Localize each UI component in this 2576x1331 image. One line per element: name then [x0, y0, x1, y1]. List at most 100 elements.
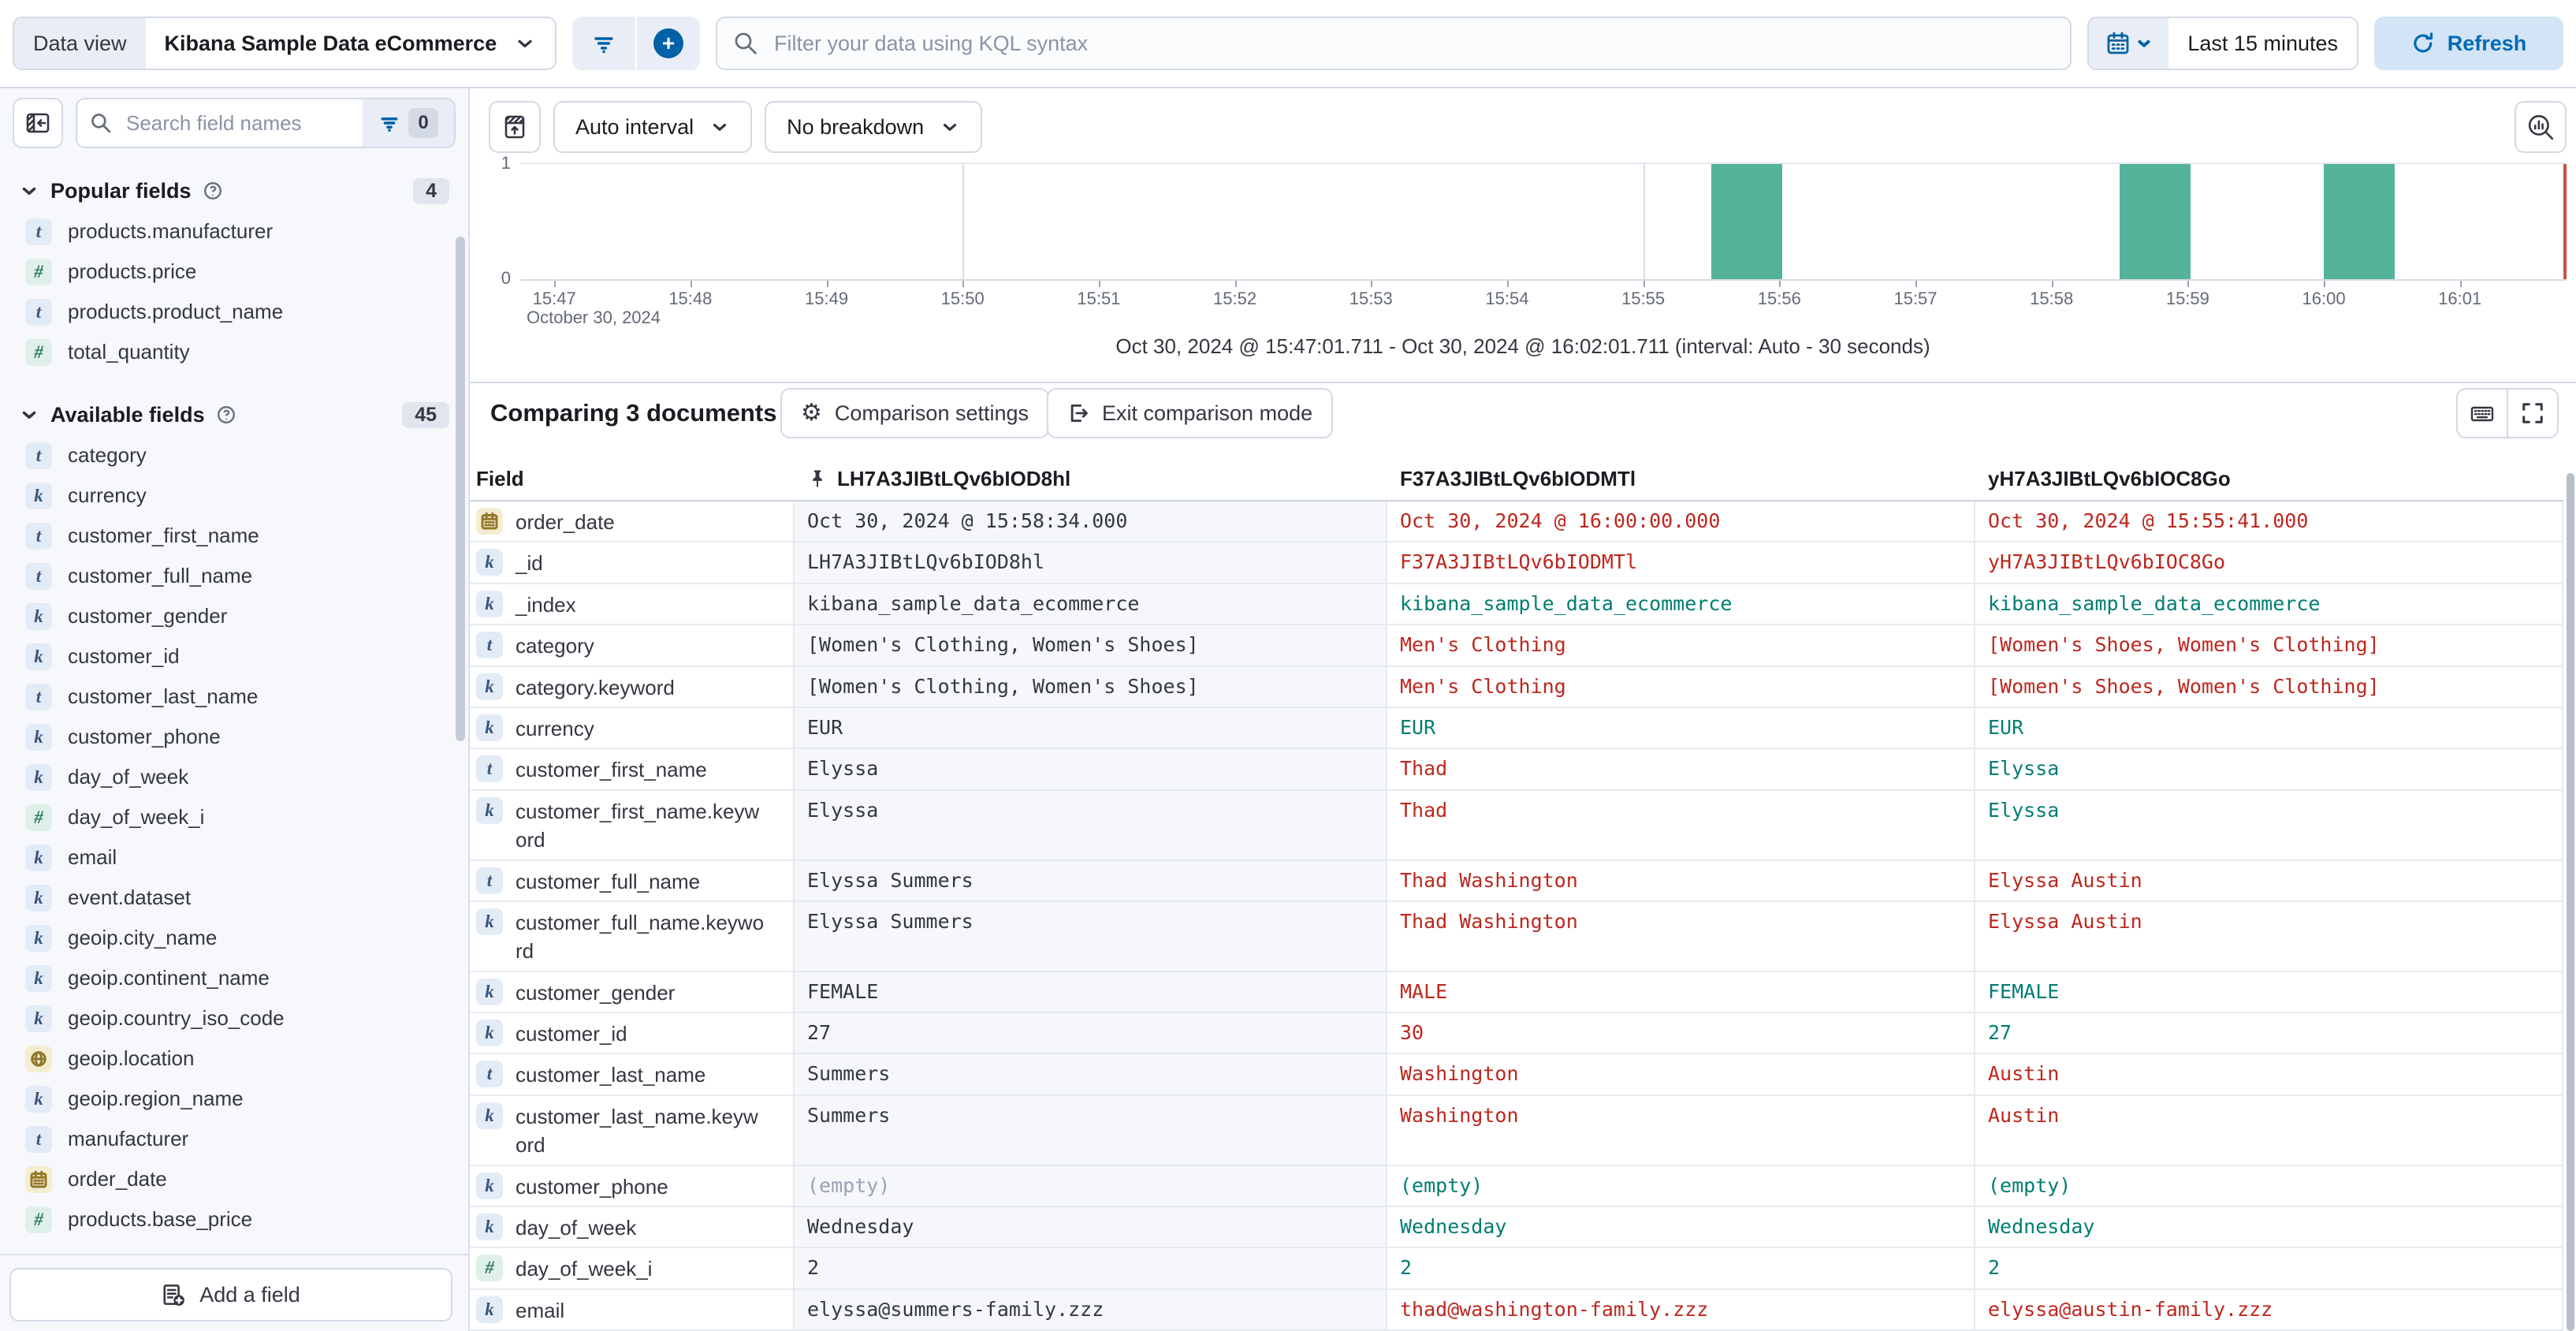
- value-cell[interactable]: 27: [1975, 1013, 2563, 1055]
- edit-visualization-button[interactable]: [2515, 101, 2567, 153]
- value-cell[interactable]: FEMALE: [795, 971, 1387, 1014]
- value-cell[interactable]: Wednesday: [795, 1207, 1387, 1249]
- add-field-button[interactable]: Add a field: [9, 1268, 452, 1322]
- value-cell[interactable]: LH7A3JIBtLQv6bIOD8hl: [795, 542, 1387, 584]
- sidebar-field-customer_gender[interactable]: k customer_gender: [0, 596, 468, 636]
- sidebar-field-total_quantity[interactable]: # total_quantity: [0, 332, 468, 372]
- value-cell[interactable]: Austin: [1975, 1054, 2563, 1096]
- breakdown-dropdown[interactable]: No breakdown: [765, 101, 983, 153]
- sidebar-field-order_date[interactable]: order_date: [0, 1159, 468, 1199]
- field-name-cell[interactable]: order_date: [470, 501, 795, 543]
- sidebar-field-day_of_week_i[interactable]: # day_of_week_i: [0, 797, 468, 837]
- field-search-input[interactable]: [123, 109, 350, 137]
- field-name-cell[interactable]: t category: [470, 625, 795, 667]
- interval-dropdown[interactable]: Auto interval: [553, 101, 753, 153]
- saved-queries-button[interactable]: [572, 17, 635, 70]
- sidebar-field-manufacturer[interactable]: t manufacturer: [0, 1119, 468, 1159]
- value-cell[interactable]: 2: [795, 1248, 1387, 1290]
- value-cell[interactable]: Men's Clothing: [1387, 666, 1975, 708]
- value-cell[interactable]: 30: [1387, 1013, 1975, 1055]
- value-cell[interactable]: (empty): [795, 1165, 1387, 1208]
- sidebar-field-products.price[interactable]: # products.price: [0, 252, 468, 292]
- value-cell[interactable]: Washington: [1387, 1095, 1975, 1166]
- field-name-cell[interactable]: k currency: [470, 707, 795, 750]
- comparison-settings-button[interactable]: ⚙ Comparison settings: [780, 388, 1050, 438]
- value-cell[interactable]: MALE: [1387, 971, 1975, 1014]
- value-cell[interactable]: kibana_sample_data_ecommerce: [1387, 583, 1975, 626]
- sidebar-field-currency[interactable]: k currency: [0, 475, 468, 516]
- sidebar-field-geoip.country_iso_code[interactable]: k geoip.country_iso_code: [0, 998, 468, 1038]
- histogram-bar[interactable]: [2120, 164, 2191, 279]
- histogram-bar[interactable]: [1711, 164, 1782, 279]
- value-cell[interactable]: 27: [795, 1013, 1387, 1055]
- value-cell[interactable]: elyssa@summers-family.zzz: [795, 1289, 1387, 1331]
- keyboard-shortcuts-button[interactable]: [2458, 390, 2507, 437]
- collapse-sidebar-button[interactable]: [13, 98, 63, 148]
- value-cell[interactable]: 2: [1387, 1248, 1975, 1290]
- value-cell[interactable]: Elyssa Austin: [1975, 901, 2563, 972]
- kql-search-bar[interactable]: [716, 17, 2072, 70]
- field-name-cell[interactable]: k email: [470, 1289, 795, 1331]
- doc-column-header[interactable]: F37A3JIBtLQv6bIODMTl: [1387, 457, 1975, 501]
- time-range-button[interactable]: Last 15 minutes: [2168, 18, 2357, 69]
- sidebar-field-geoip.location[interactable]: geoip.location: [0, 1038, 468, 1079]
- value-cell[interactable]: Thad Washington: [1387, 901, 1975, 972]
- field-name-cell[interactable]: t customer_last_name: [470, 1054, 795, 1096]
- value-cell[interactable]: (empty): [1387, 1165, 1975, 1208]
- value-cell[interactable]: Elyssa Summers: [795, 860, 1387, 902]
- value-cell[interactable]: Wednesday: [1387, 1207, 1975, 1249]
- value-cell[interactable]: Summers: [795, 1054, 1387, 1096]
- value-cell[interactable]: FEMALE: [1975, 971, 2563, 1014]
- value-cell[interactable]: kibana_sample_data_ecommerce: [795, 583, 1387, 626]
- add-filter-button[interactable]: +: [637, 17, 700, 70]
- sidebar-field-day_of_week[interactable]: k day_of_week: [0, 757, 468, 797]
- sidebar-field-geoip.region_name[interactable]: k geoip.region_name: [0, 1079, 468, 1119]
- value-cell[interactable]: Thad: [1387, 790, 1975, 861]
- value-cell[interactable]: elyssa@austin-family.zzz: [1975, 1289, 2563, 1331]
- value-cell[interactable]: [Women's Shoes, Women's Clothing]: [1975, 625, 2563, 667]
- field-name-cell[interactable]: k customer_gender: [470, 971, 795, 1014]
- value-cell[interactable]: Washington: [1387, 1054, 1975, 1096]
- hide-chart-button[interactable]: [489, 101, 541, 153]
- doc-column-header[interactable]: yH7A3JIBtLQv6bIOC8Go: [1975, 457, 2563, 501]
- value-cell[interactable]: EUR: [1387, 707, 1975, 750]
- sidebar-scrollbar[interactable]: [456, 237, 465, 741]
- value-cell[interactable]: Summers: [795, 1095, 1387, 1166]
- value-cell[interactable]: yH7A3JIBtLQv6bIOC8Go: [1975, 542, 2563, 584]
- data-view-selector[interactable]: Kibana Sample Data eCommerce: [145, 18, 555, 69]
- table-scrollbar[interactable]: [2567, 473, 2574, 1331]
- refresh-button[interactable]: Refresh: [2374, 17, 2563, 70]
- value-cell[interactable]: thad@washington-family.zzz: [1387, 1289, 1975, 1331]
- field-name-cell[interactable]: t customer_full_name: [470, 860, 795, 902]
- value-cell[interactable]: Wednesday: [1975, 1207, 2563, 1249]
- sidebar-field-customer_full_name[interactable]: t customer_full_name: [0, 556, 468, 596]
- field-name-cell[interactable]: k _index: [470, 583, 795, 626]
- value-cell[interactable]: kibana_sample_data_ecommerce: [1975, 583, 2563, 626]
- popular-fields-header[interactable]: Popular fields 4: [0, 170, 468, 211]
- field-name-cell[interactable]: # day_of_week_i: [470, 1248, 795, 1290]
- value-cell[interactable]: Austin: [1975, 1095, 2563, 1166]
- fullscreen-button[interactable]: [2508, 390, 2557, 437]
- value-cell[interactable]: Men's Clothing: [1387, 625, 1975, 667]
- value-cell[interactable]: Elyssa: [1975, 749, 2563, 791]
- field-name-cell[interactable]: t customer_first_name: [470, 749, 795, 791]
- value-cell[interactable]: [Women's Clothing, Women's Shoes]: [795, 625, 1387, 667]
- value-cell[interactable]: Thad Washington: [1387, 860, 1975, 902]
- sidebar-field-geoip.city_name[interactable]: k geoip.city_name: [0, 918, 468, 958]
- field-name-cell[interactable]: k category.keyword: [470, 666, 795, 708]
- time-picker-calendar-button[interactable]: [2089, 18, 2169, 69]
- sidebar-field-products.manufacturer[interactable]: t products.manufacturer: [0, 211, 468, 252]
- value-cell[interactable]: Oct 30, 2024 @ 15:55:41.000: [1975, 501, 2563, 543]
- exit-comparison-button[interactable]: Exit comparison mode: [1047, 388, 1334, 438]
- value-cell[interactable]: Elyssa: [795, 790, 1387, 861]
- available-fields-header[interactable]: Available fields 45: [0, 394, 468, 435]
- sidebar-field-event.dataset[interactable]: k event.dataset: [0, 878, 468, 918]
- value-cell[interactable]: Oct 30, 2024 @ 15:58:34.000: [795, 501, 1387, 543]
- value-cell[interactable]: Elyssa: [795, 749, 1387, 791]
- kql-search-input[interactable]: [771, 29, 2054, 58]
- sidebar-field-customer_phone[interactable]: k customer_phone: [0, 717, 468, 757]
- doc-column-header[interactable]: LH7A3JIBtLQv6bIOD8hl: [795, 457, 1387, 501]
- histogram-plot[interactable]: [520, 162, 2567, 281]
- value-cell[interactable]: Thad: [1387, 749, 1975, 791]
- value-cell[interactable]: 2: [1975, 1248, 2563, 1290]
